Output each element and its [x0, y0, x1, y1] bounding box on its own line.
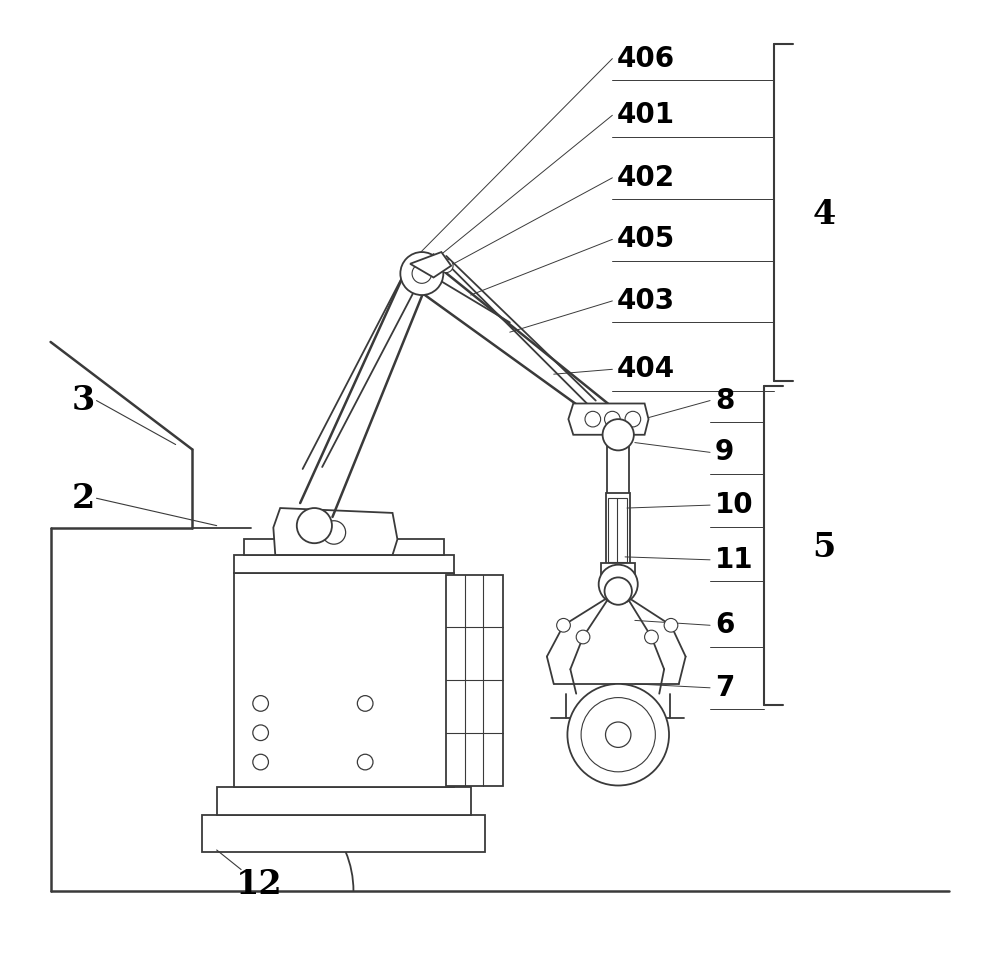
Circle shape	[576, 630, 590, 644]
Polygon shape	[273, 508, 397, 555]
Circle shape	[664, 618, 678, 632]
Text: 12: 12	[236, 868, 283, 901]
Circle shape	[422, 258, 437, 274]
Bar	[446, 575, 503, 786]
Text: 405: 405	[617, 226, 675, 253]
Circle shape	[253, 696, 268, 711]
Circle shape	[605, 577, 632, 605]
Text: 406: 406	[617, 45, 675, 72]
Polygon shape	[568, 404, 649, 435]
Text: 401: 401	[617, 102, 675, 129]
Bar	[244, 539, 444, 555]
Circle shape	[599, 565, 638, 604]
Text: 403: 403	[617, 287, 675, 315]
Text: 404: 404	[617, 356, 675, 383]
Circle shape	[253, 754, 268, 770]
Circle shape	[322, 521, 346, 544]
Circle shape	[585, 411, 601, 427]
Text: 2: 2	[72, 482, 95, 515]
Text: 3: 3	[72, 384, 95, 417]
Circle shape	[412, 264, 432, 283]
Circle shape	[645, 630, 658, 644]
Circle shape	[581, 698, 655, 772]
Bar	[217, 787, 471, 815]
Circle shape	[625, 411, 641, 427]
Circle shape	[606, 722, 631, 747]
Text: 9: 9	[715, 439, 734, 466]
Circle shape	[357, 754, 373, 770]
Bar	[608, 498, 627, 562]
Circle shape	[567, 684, 669, 786]
Bar	[234, 573, 454, 787]
Circle shape	[253, 725, 268, 741]
Text: 10: 10	[715, 491, 754, 519]
Circle shape	[357, 696, 373, 711]
Circle shape	[297, 508, 332, 543]
Circle shape	[439, 259, 453, 273]
Text: 7: 7	[715, 674, 734, 701]
Bar	[601, 563, 635, 578]
Polygon shape	[410, 252, 451, 277]
Text: 8: 8	[715, 387, 734, 414]
Bar	[607, 445, 629, 498]
Text: 11: 11	[715, 546, 753, 573]
Bar	[606, 493, 630, 567]
Circle shape	[608, 565, 628, 584]
Circle shape	[557, 618, 570, 632]
Bar	[234, 555, 454, 573]
Circle shape	[603, 419, 634, 450]
Circle shape	[400, 252, 443, 295]
Text: 402: 402	[617, 164, 675, 191]
Text: 6: 6	[715, 612, 734, 639]
Text: 5: 5	[813, 531, 836, 564]
Circle shape	[605, 411, 620, 427]
Text: 4: 4	[813, 198, 836, 232]
Bar	[202, 815, 485, 852]
